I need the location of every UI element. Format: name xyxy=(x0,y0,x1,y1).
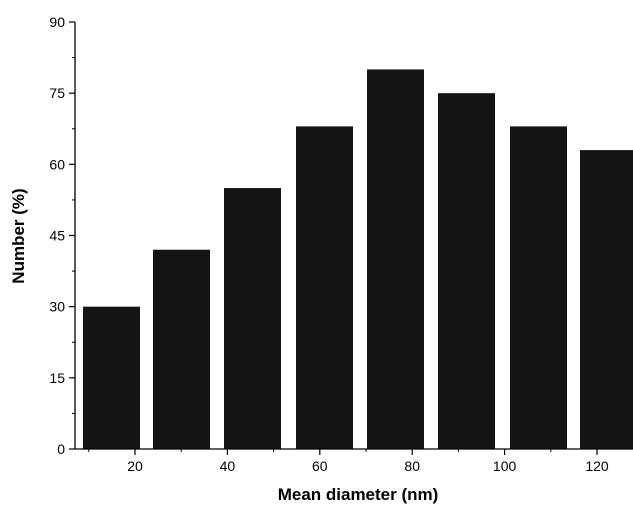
x-tick-label-3: 80 xyxy=(404,458,420,474)
y-tick-label-1: 15 xyxy=(49,370,65,386)
x-tick-label-2: 60 xyxy=(312,458,328,474)
x-axis-title: Mean diameter (nm) xyxy=(278,485,439,504)
bars-group xyxy=(83,69,633,450)
y-axis-title: Number (%) xyxy=(9,188,28,283)
axes-group: 0 15 30 45 60 75 90 20 40 60 80 100 120 xyxy=(49,14,633,474)
y-tick-label-0: 0 xyxy=(57,441,65,457)
bar-7 xyxy=(580,150,633,449)
x-tick-label-4: 100 xyxy=(493,458,517,474)
bar-0 xyxy=(83,306,140,449)
bar-3 xyxy=(296,126,353,449)
y-tick-label-2: 30 xyxy=(49,299,65,315)
x-tick-label-1: 40 xyxy=(220,458,236,474)
bar-6 xyxy=(510,126,567,449)
y-tick-label-6: 90 xyxy=(49,14,65,30)
y-tick-label-4: 60 xyxy=(49,156,65,172)
bar-2 xyxy=(224,188,281,450)
x-tick-label-0: 20 xyxy=(127,458,143,474)
x-tick-label-5: 120 xyxy=(585,458,609,474)
y-tick-label-3: 45 xyxy=(49,228,65,244)
bar-1 xyxy=(153,249,210,449)
bar-5 xyxy=(438,93,495,450)
bar-4 xyxy=(367,69,424,449)
y-tick-label-5: 75 xyxy=(49,85,65,101)
